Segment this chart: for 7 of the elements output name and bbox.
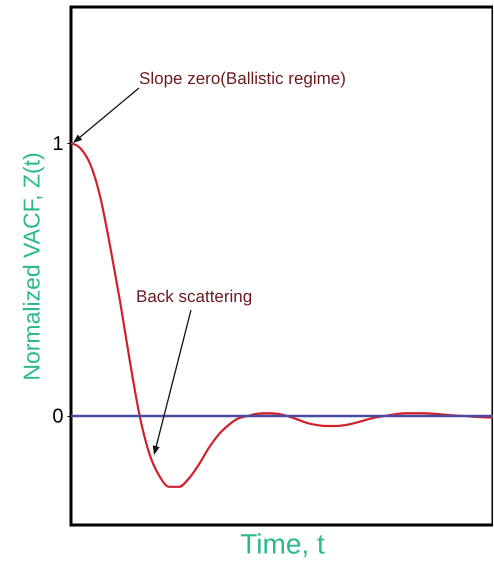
annotation: Back scattering bbox=[136, 287, 252, 306]
x-axis-title: Time, t bbox=[240, 528, 325, 560]
line-series bbox=[71, 142, 493, 488]
y-tick-label: 1 bbox=[52, 132, 64, 155]
annotation: Slope zero(Ballistic regime) bbox=[139, 69, 346, 88]
y-axis-title: Normalized VACF, Z(t) bbox=[18, 152, 44, 381]
y-tick-label: 0 bbox=[52, 405, 64, 428]
